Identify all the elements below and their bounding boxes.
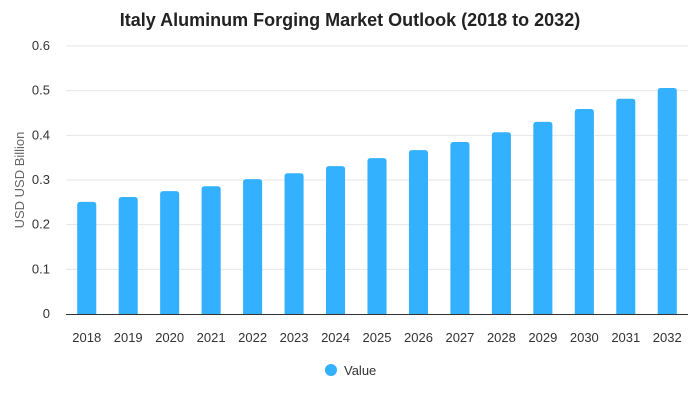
bar-2032[interactable] [657,87,677,314]
x-tick-label: 2029 [528,330,557,345]
y-axis-title: USD USD Billion [12,132,27,229]
y-axis-tick-labels: 0 0.1 0.2 0.3 0.4 0.5 0.6 [32,38,50,321]
y-tick-label: 0.6 [32,38,50,53]
bar-2027[interactable] [450,142,470,314]
bar-2020[interactable] [160,191,180,314]
x-tick-label: 2023 [280,330,309,345]
y-tick-label: 0.3 [32,172,50,187]
x-tick-label: 2027 [445,330,474,345]
bar-2018[interactable] [77,201,97,314]
x-tick-label: 2020 [155,330,184,345]
chart-title: Italy Aluminum Forging Market Outlook (2… [120,10,580,30]
bar-2026[interactable] [408,150,429,314]
bar-2021[interactable] [201,186,221,314]
y-tick-label: 0 [43,306,50,321]
x-tick-label: 2019 [114,330,143,345]
legend-marker-value [325,364,337,376]
bar-2028[interactable] [491,132,511,314]
bar-2024[interactable] [325,166,346,314]
y-tick-label: 0.2 [32,217,50,232]
bar-2030[interactable] [574,108,594,314]
x-tick-label: 2022 [238,330,267,345]
bars [77,87,677,314]
x-tick-label: 2028 [487,330,516,345]
x-tick-label: 2021 [197,330,226,345]
y-tick-label: 0.4 [32,127,50,142]
x-tick-label: 2026 [404,330,433,345]
bar-2022[interactable] [243,179,263,314]
bar-2019[interactable] [118,196,138,314]
x-tick-label: 2031 [611,330,640,345]
legend[interactable]: Value [325,363,376,378]
x-tick-label: 2030 [570,330,599,345]
x-tick-label: 2018 [72,330,101,345]
bar-2031[interactable] [616,98,636,314]
y-tick-label: 0.1 [32,261,50,276]
x-axis-tick-labels: 2018 2019 2020 2021 2022 2023 2024 2025 2026 2027… [72,330,681,345]
x-tick-label: 2032 [653,330,682,345]
legend-label-value: Value [344,363,376,378]
bar-2023[interactable] [284,173,304,314]
y-tick-label: 0.5 [32,83,50,98]
bar-2025[interactable] [367,158,387,314]
bar-2029[interactable] [533,121,553,314]
x-tick-label: 2025 [363,330,392,345]
x-tick-label: 2024 [321,330,350,345]
